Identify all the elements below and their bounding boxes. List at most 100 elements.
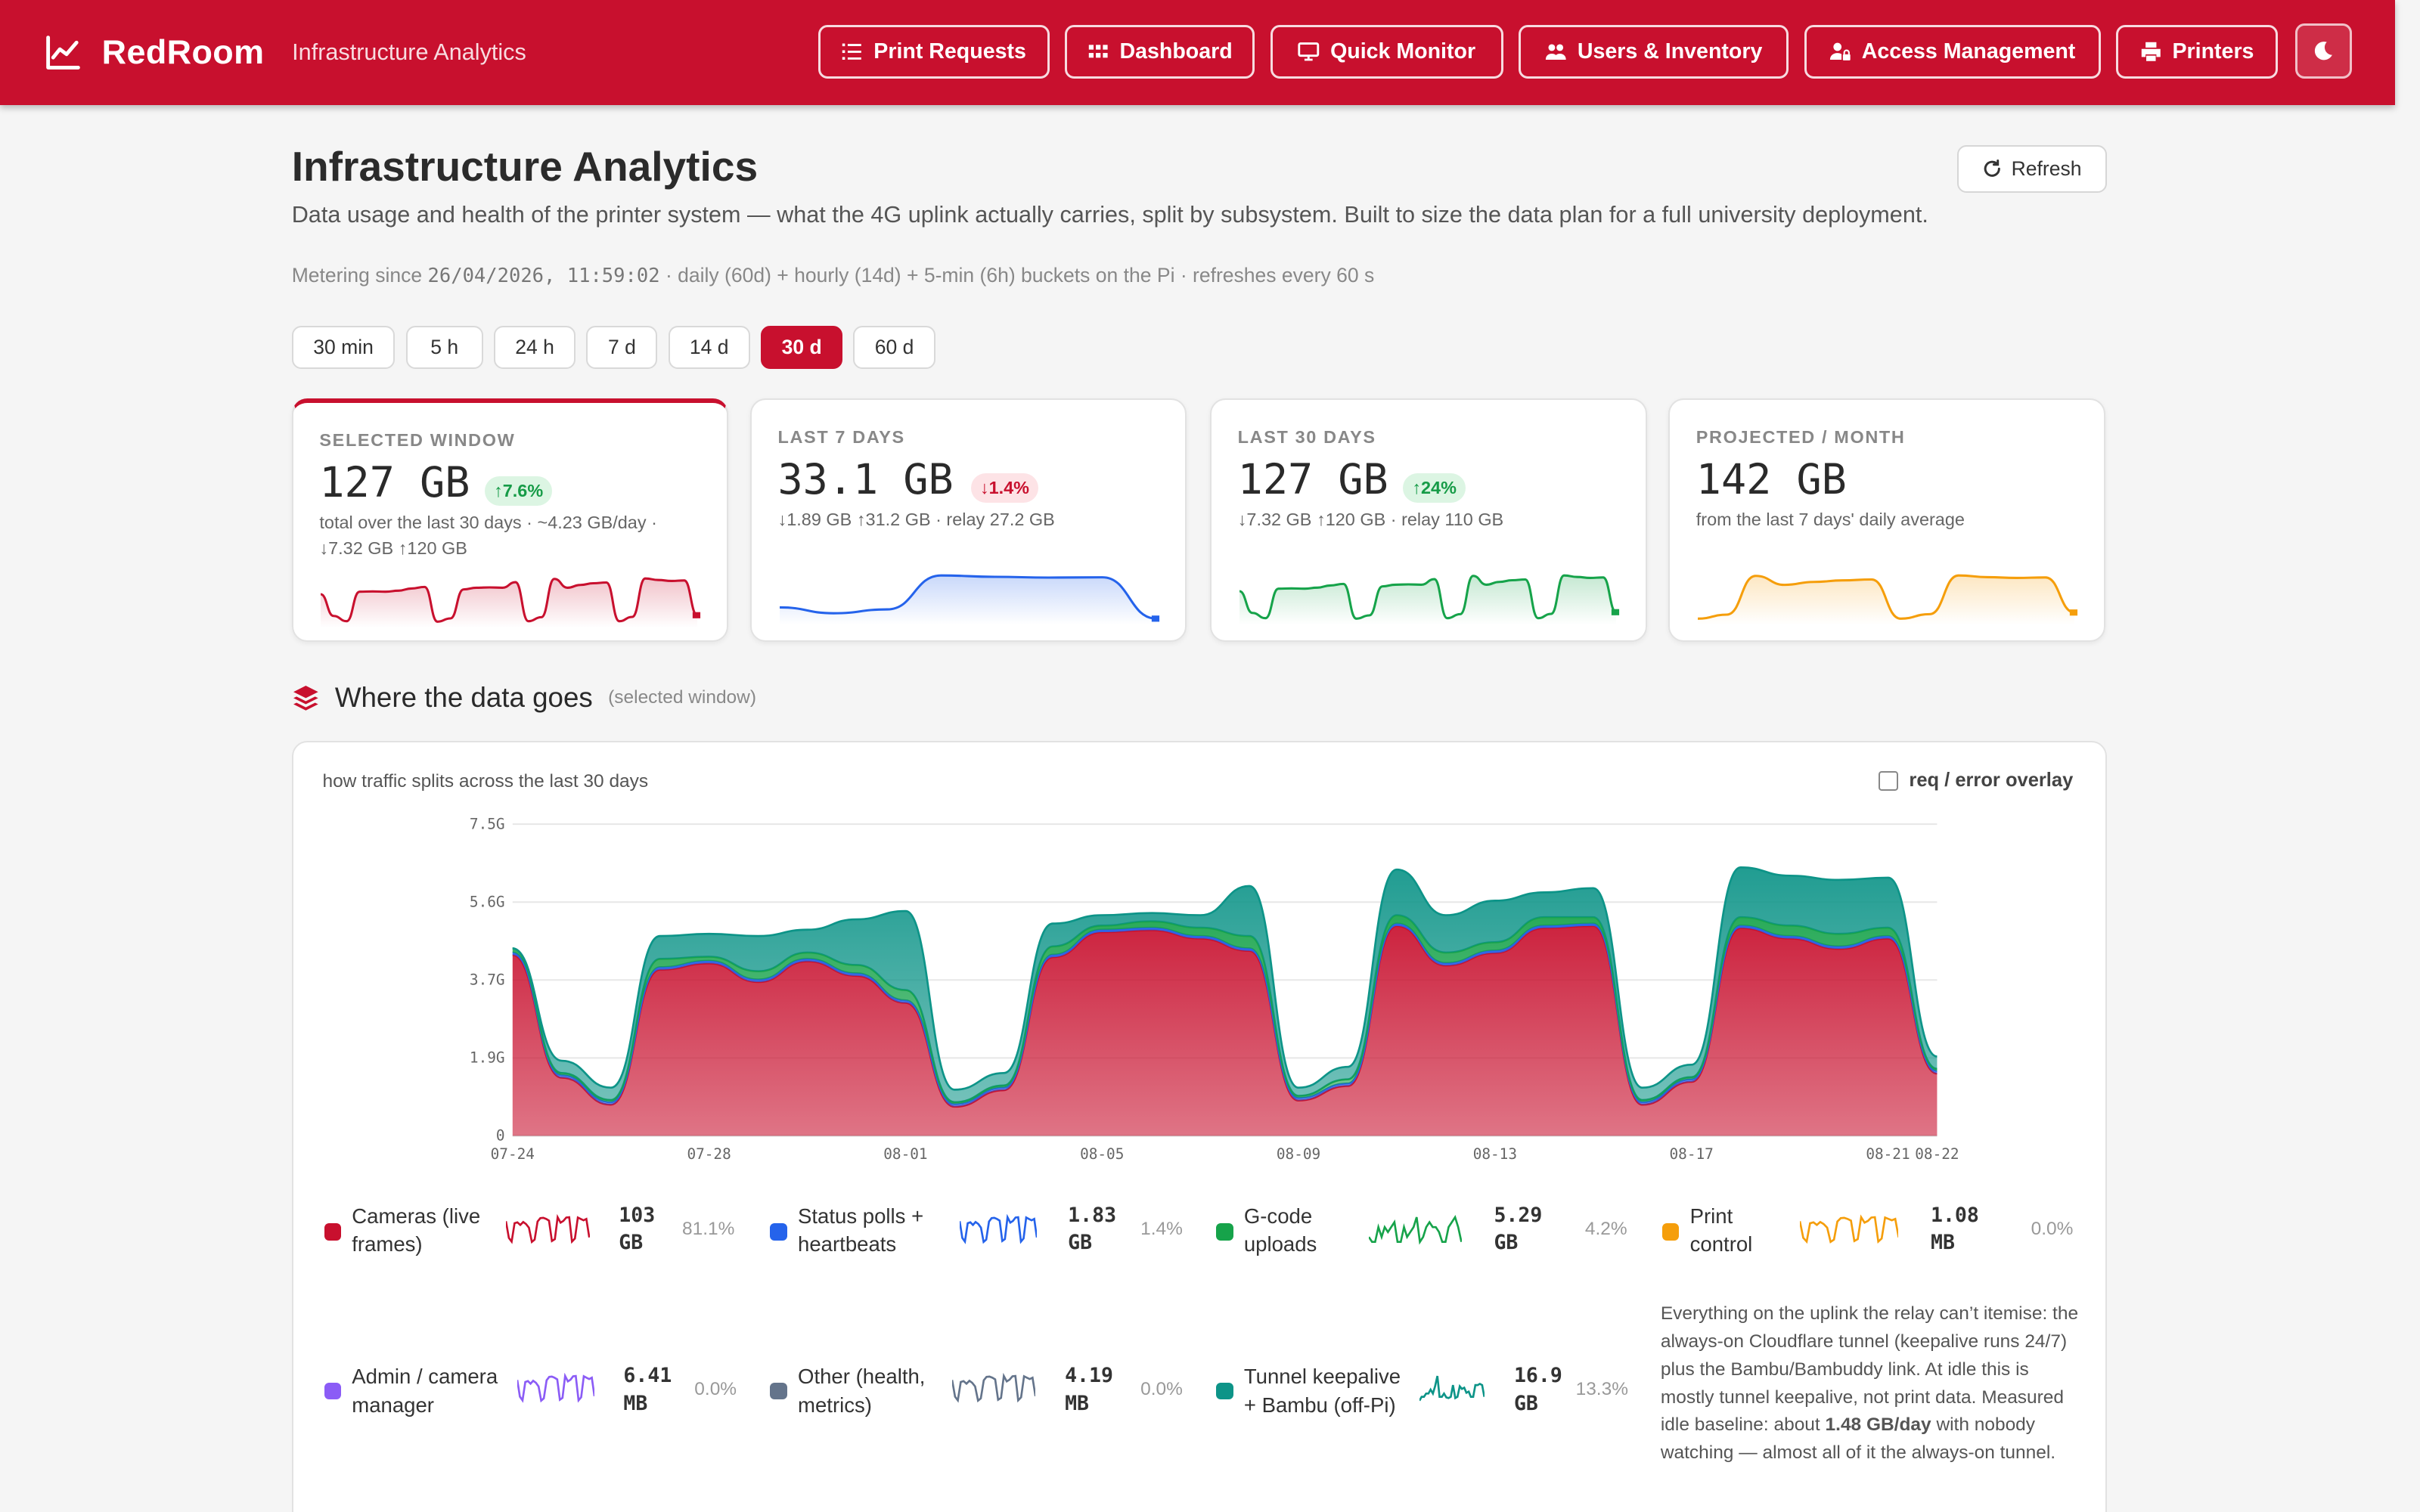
x-tick-label: 08-01 [883,1145,927,1163]
section-title: Where the data goes [334,682,593,714]
overlay-label: req / error overlay [1909,770,2074,792]
range-5h-button[interactable]: 5 h [405,325,483,369]
card-sparkline [1697,574,2077,625]
x-tick-label: 08-21 [1866,1145,1910,1163]
legend-value: 1.08 MB [1930,1203,1979,1255]
metering-date: 26/04/2026, 11:59:02 [427,264,660,287]
y-tick-label: 3.7G [470,971,505,988]
sparkline-line [1697,574,2075,620]
legend-sparkline [1419,1376,1485,1402]
metering-info: Metering since 26/04/2026, 11:59:02 · da… [292,264,1375,287]
sparkline-line [779,574,1156,620]
card-value: 33.1 GB [777,454,954,503]
x-tick-label: 07-24 [490,1145,534,1163]
legend-percent: 0.0% [2031,1219,2074,1240]
legend-percent: 81.1% [681,1219,735,1240]
refresh-button[interactable]: Refresh [1956,144,2107,194]
card-label: LAST 30 DAYS [1237,427,1376,448]
refresh-label: Refresh [2011,156,2082,180]
legend-name: Tunnel keepalive + Bambu (off-Pi) [1243,1364,1401,1417]
req-error-overlay-toggle[interactable]: req / error overlay [1878,770,2074,792]
stat-card-selected-window: SELECTED WINDOW 127 GB ↑7.6% total over … [291,398,729,642]
legend-value: 103 GB [619,1203,656,1255]
range-selector: 30 min 5 h 24 h 7 d 14 d 30 d 60 d [291,325,935,369]
nav-label: Access Management [1861,39,2076,64]
legend-color-swatch [1216,1382,1233,1399]
note-text-before: Everything on the uplink the relay can’t… [1660,1303,2079,1436]
x-tick-label: 08-22 [1915,1145,1959,1163]
card-subtext: ↓7.32 GB ↑120 GB · relay 110 GB [1237,510,1504,530]
range-60d-button[interactable]: 60 d [853,325,935,369]
layers-icon [293,685,318,711]
printer-icon [2141,42,2161,61]
legend-percent: 1.4% [1140,1219,1183,1240]
sparkline-end-marker [1611,609,1619,615]
x-tick-label: 07-28 [687,1145,731,1163]
y-tick-label: 0 [496,1126,505,1144]
range-30d-button[interactable]: 30 d [761,325,843,369]
legend-color-swatch [770,1382,787,1399]
legend-name: Print control [1689,1204,1753,1256]
legend-value: 4.19 MB [1065,1363,1113,1415]
nav-print-requests-button[interactable]: Print Requests [818,24,1050,79]
user-lock-icon [1829,42,1851,60]
legend-color-swatch [1661,1223,1680,1241]
stacked-area-chart: 0 1.9G 3.7G 5.6G 7.5G 07-24 07-28 08-01 08-05 08-… [470,815,1959,1163]
legend-name: G-code uploads [1243,1204,1317,1256]
stat-card-last-7-days: LAST 7 DAYS 33.1 GB ↓1.4% ↓1.89 GB ↑31.2… [749,398,1187,642]
card-subtext: from the last 7 days' daily average [1696,510,1965,530]
trend-badge: ↑24% [1403,473,1466,503]
users-icon [1545,44,1566,60]
range-14d-button[interactable]: 14 d [668,325,750,369]
card-value: 142 GB [1696,454,1847,503]
card-label: SELECTED WINDOW [319,430,516,451]
dark-mode-toggle[interactable] [2294,23,2353,79]
trend-badge: ↓1.4% [970,473,1039,503]
nav-label: Quick Monitor [1330,39,1476,64]
legend-sparkline [952,1373,1036,1403]
legend-sparkline [517,1373,594,1404]
card-sparkline [1239,574,1619,625]
legend-sparkline-line [952,1373,1036,1403]
nav-printers-button[interactable]: Printers [2115,24,2279,79]
legend-name: Other (health, metrics) [798,1364,926,1417]
sparkline-area [779,575,1156,625]
overlay-checkbox[interactable] [1878,770,1899,792]
legend-name: Cameras (live frames) [352,1204,481,1256]
sparkline-line [1239,574,1617,620]
nav-dashboard-button[interactable]: Dashboard [1065,24,1255,79]
legend-name: Admin / camera manager [352,1364,498,1417]
nav-label: Printers [2172,39,2254,64]
legend-color-swatch [770,1223,787,1241]
nav-users-inventory-button[interactable]: Users & Inventory [1519,24,1789,79]
legend-sparkline [1799,1214,1899,1244]
area-series [512,866,1938,1102]
stat-card-last-30-days: LAST 30 DAYS 127 GB ↑24% ↓7.32 GB ↑120 G… [1209,398,1647,642]
nav-access-management-button[interactable]: Access Management [1804,24,2101,79]
legend-sparkline-line [517,1373,594,1404]
range-30min-button[interactable]: 30 min [291,325,396,369]
top-navbar: RedRoom Infrastructure Analytics Print R… [0,0,2396,105]
range-7d-button[interactable]: 7 d [586,325,658,369]
refresh-icon [1984,160,2000,177]
sparkline-area [1239,575,1616,625]
moon-icon [2315,42,2333,60]
brand[interactable]: RedRoom Infrastructure Analytics [43,33,526,73]
sparkline-end-marker [693,612,701,618]
x-tick-label: 08-17 [1669,1145,1713,1163]
section-subtitle: (selected window) [608,687,756,708]
nav-quick-monitor-button[interactable]: Quick Monitor [1270,24,1503,79]
metering-suffix: · daily (60d) + hourly (14d) + 5-min (6h… [665,263,1375,287]
chart-line-icon [46,36,80,70]
x-tick-label: 08-05 [1080,1145,1124,1163]
legend-sparkline-line [960,1214,1038,1244]
card-sparkline [320,577,701,628]
legend-sparkline-line [1369,1215,1462,1245]
sparkline-area [321,578,698,628]
card-value: 127 GB [1237,454,1388,503]
y-tick-label: 7.5G [470,815,505,832]
note-text-after: with nobody watching — almost all of it … [1660,1414,2056,1464]
nav-label: Dashboard [1119,39,1233,64]
range-24h-button[interactable]: 24 h [494,325,576,369]
legend-percent: 13.3% [1575,1379,1628,1400]
